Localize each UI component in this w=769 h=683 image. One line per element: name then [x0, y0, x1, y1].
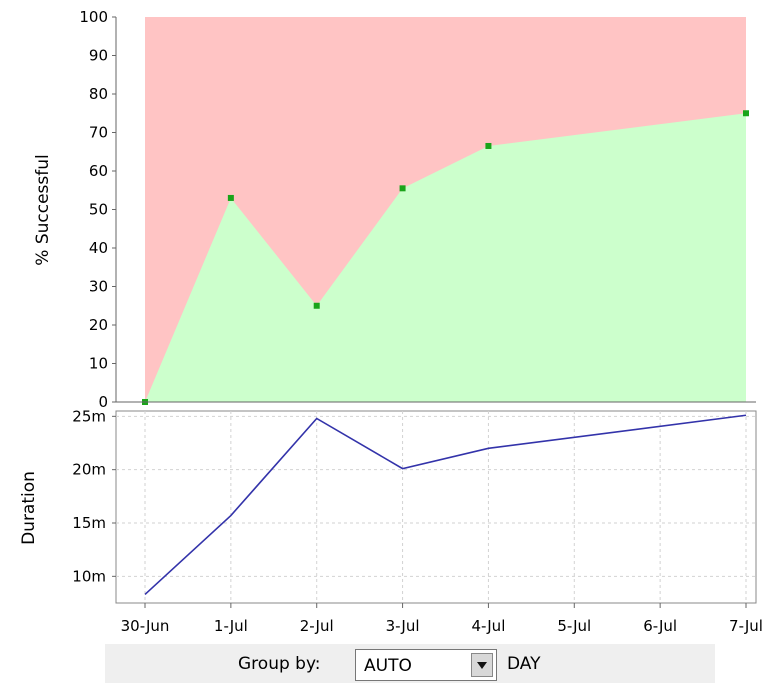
success-point — [227, 194, 234, 201]
success-y-tick-label: 100 — [79, 8, 108, 26]
success-point — [743, 110, 749, 117]
x-tick-label: 4-Jul — [471, 617, 505, 635]
success-y-tick-label: 50 — [89, 201, 108, 219]
group-by-value: AUTO — [364, 656, 412, 676]
group-unit-label: DAY — [507, 654, 541, 674]
duration-line — [144, 414, 747, 596]
chart-area: % Successful Duration 0 10 20 30 40 50 60 70 80 9… — [19, 8, 763, 635]
success-point — [313, 302, 320, 309]
chevron-down-icon — [477, 662, 487, 669]
success-y-tick-label: 10 — [89, 355, 108, 373]
x-tick-label: 3-Jul — [386, 617, 420, 635]
x-tick-label: 7-Jul — [729, 617, 763, 635]
success-y-axis-label: % Successful — [33, 154, 53, 265]
success-y-tick-label: 80 — [89, 85, 108, 103]
x-tick-label: 6-Jul — [643, 617, 677, 635]
success-y-tick-label: 90 — [89, 47, 108, 65]
success-point — [485, 142, 492, 149]
success-y-tick-label: 20 — [89, 316, 108, 334]
group-by-bar: Group by: AUTO DAY — [105, 644, 715, 683]
x-tick-label: 30-Jun — [121, 617, 170, 635]
duration-y-tick-label: 20m — [72, 461, 106, 479]
duration-y-tick-label: 25m — [72, 407, 106, 425]
dropdown-button[interactable] — [471, 653, 493, 677]
duration-y-axis-label: Duration — [19, 471, 39, 545]
x-tick-label: 5-Jul — [557, 617, 591, 635]
duration-plot-background — [115, 410, 757, 604]
success-area — [145, 113, 746, 402]
success-y-tick-label: 0 — [98, 393, 108, 411]
success-y-tick-label: 30 — [89, 278, 108, 296]
duration-y-tick-label: 15m — [72, 514, 106, 532]
x-tick-label: 1-Jul — [214, 617, 248, 635]
success-y-tick-label: 40 — [89, 239, 108, 257]
group-by-label: Group by: — [238, 654, 321, 674]
duration-y-tick-label: 10m — [72, 567, 106, 585]
success-point — [399, 185, 406, 192]
x-tick-label: 2-Jul — [300, 617, 334, 635]
group-by-select[interactable]: AUTO — [355, 649, 497, 681]
success-y-tick-label: 60 — [89, 162, 108, 180]
success-y-tick-label: 70 — [89, 124, 108, 142]
